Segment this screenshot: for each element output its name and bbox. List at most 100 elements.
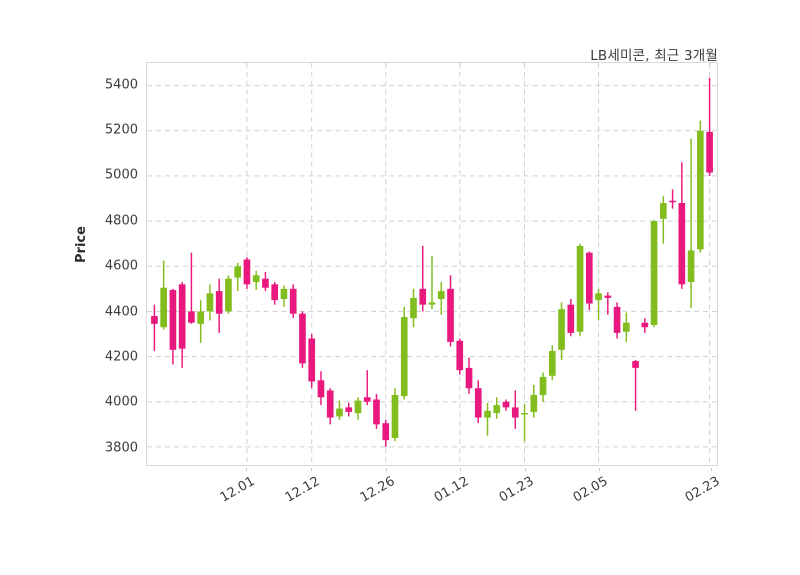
- candle-body: [567, 304, 575, 333]
- y-axis-tick-labels: 3800 4000 4200 4400 4600 4800 5000 5200 5400: [76, 62, 138, 466]
- candle: [521, 404, 528, 442]
- candle-body: [706, 131, 713, 173]
- candle-body: [428, 302, 436, 305]
- candle-body: [632, 361, 639, 368]
- candle-body: [622, 322, 630, 332]
- candle-body: [280, 288, 288, 300]
- candle-body: [613, 306, 621, 333]
- candle-body: [345, 407, 353, 412]
- candle-body: [419, 288, 427, 305]
- candle: [345, 402, 353, 417]
- candle-body: [437, 291, 445, 300]
- candle-body: [225, 278, 232, 312]
- candle-body: [484, 410, 491, 418]
- candle: [622, 312, 630, 342]
- x-tick-label: 02.23: [682, 474, 723, 506]
- candle: [650, 219, 658, 328]
- candle-body: [400, 317, 408, 397]
- candle-body: [474, 388, 482, 418]
- candle: [410, 288, 417, 328]
- candle-body: [373, 399, 380, 425]
- candle-body: [271, 284, 279, 301]
- candle-body: [289, 288, 297, 314]
- x-tick-mark: [385, 468, 387, 471]
- candle: [428, 256, 436, 310]
- candle-body: [188, 311, 195, 323]
- candle-body: [650, 221, 658, 325]
- candle-body: [660, 203, 667, 219]
- candle-body: [511, 407, 519, 418]
- x-tick-mark: [311, 468, 313, 471]
- y-tick-label: 5000: [104, 167, 138, 183]
- candle: [400, 306, 408, 400]
- candle-body: [252, 275, 260, 283]
- candle: [169, 288, 177, 365]
- candle-body: [641, 322, 649, 328]
- candle: [576, 243, 584, 337]
- candle-body: [493, 405, 501, 414]
- y-tick-label: 5400: [104, 77, 138, 93]
- candle: [354, 397, 362, 420]
- candle: [474, 380, 482, 424]
- candle: [530, 384, 538, 418]
- candle: [271, 282, 279, 305]
- y-tick-label: 4800: [104, 213, 138, 229]
- candle-body: [326, 390, 334, 418]
- candle: [437, 282, 445, 315]
- candle: [178, 282, 186, 368]
- candle-body: [548, 350, 556, 376]
- candle: [391, 388, 399, 442]
- candle: [669, 189, 676, 209]
- candle-body: [336, 408, 343, 417]
- candle-body: [410, 297, 417, 319]
- candle-body: [234, 266, 242, 278]
- candle-series: [151, 77, 713, 447]
- candle: [160, 260, 167, 330]
- candle: [502, 399, 510, 411]
- x-tick-mark: [710, 468, 712, 471]
- y-tick-label: 3800: [104, 440, 138, 456]
- candle: [234, 262, 242, 292]
- candle: [539, 372, 547, 402]
- candle-body: [391, 394, 399, 438]
- x-tick-label: 01.23: [496, 474, 537, 506]
- candle: [151, 304, 158, 351]
- candle: [419, 245, 427, 312]
- candle-body: [215, 291, 223, 314]
- x-tick-mark: [524, 468, 526, 471]
- x-tick-label: 12.12: [283, 474, 323, 506]
- candle: [447, 275, 454, 347]
- candle-body: [521, 413, 528, 415]
- candle: [493, 397, 501, 419]
- y-tick-label: 4200: [104, 349, 138, 365]
- candle: [206, 284, 214, 321]
- candle: [678, 162, 686, 289]
- candle-body: [502, 401, 510, 408]
- candle: [280, 285, 288, 307]
- candle-body: [530, 394, 538, 412]
- candle: [225, 275, 232, 314]
- x-tick-mark: [459, 468, 461, 471]
- candle: [687, 138, 695, 309]
- candle-body: [697, 130, 704, 250]
- candle-body: [382, 423, 390, 441]
- candle: [243, 257, 251, 289]
- x-axis-tick-labels: 12.01 12.12 12.26 01.12 01.23 02.05 02.23: [146, 468, 722, 538]
- candle-body: [169, 289, 177, 350]
- candle: [604, 292, 612, 315]
- candle-body: [243, 259, 251, 285]
- y-tick-label: 5200: [104, 122, 138, 138]
- candle-body: [354, 400, 362, 414]
- candle-body: [595, 293, 602, 301]
- candle: [336, 400, 343, 420]
- candle: [326, 388, 334, 425]
- candle: [613, 302, 621, 339]
- y-tick-label: 4600: [104, 258, 138, 274]
- x-tick-mark: [246, 468, 248, 471]
- candle-body: [197, 311, 204, 324]
- candle: [188, 252, 195, 324]
- candle: [373, 393, 380, 429]
- x-tick-mark: [599, 468, 601, 471]
- y-tick-label: 4000: [104, 394, 138, 410]
